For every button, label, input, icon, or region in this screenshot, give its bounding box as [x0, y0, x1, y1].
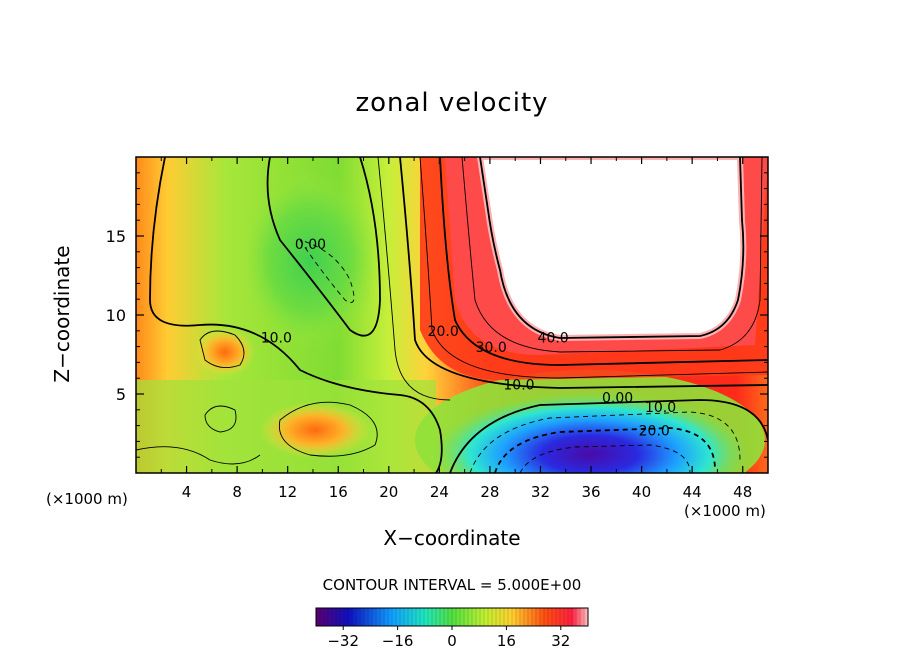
y-tick-label: 5 [116, 385, 126, 404]
contour-value-label: 10.0 [261, 330, 292, 346]
contour-lines [136, 157, 768, 473]
colorbar-tick-label: −16 [382, 632, 414, 650]
y-axis: 5 10 15 [106, 172, 768, 458]
x-tick-label: 36 [581, 483, 600, 501]
x-unit-label-right: (×1000 m) [684, 502, 766, 520]
colorbar-tick-label: 0 [447, 632, 457, 650]
contour-interval-label: CONTOUR INTERVAL = 5.000E+00 [322, 576, 582, 594]
colorbar-tick-label: 32 [551, 632, 570, 650]
x-axis-label: X−coordinate [383, 526, 521, 550]
x-tick-label: 8 [232, 483, 242, 501]
x-tick-label: 44 [683, 483, 702, 501]
contour-value-label: 10.0 [645, 400, 676, 416]
x-tick-label: 4 [182, 483, 192, 501]
x-tick-label: 12 [278, 483, 297, 501]
x-axis: 4 8 12 16 20 24 28 32 36 40 44 48 [160, 157, 752, 501]
contour-value-label: 10.0 [503, 378, 534, 394]
contour-value-label: 0.00 [602, 390, 633, 406]
colorbar-tick-label: 16 [497, 632, 516, 650]
x-tick-label: 24 [430, 483, 449, 501]
x-tick-label: 40 [632, 483, 651, 501]
x-unit-label-left: (×1000 m) [46, 490, 128, 508]
masked-region [476, 157, 747, 342]
contour-value-label: 20.0 [639, 424, 670, 440]
contour-value-label: 0.00 [295, 237, 326, 253]
y-tick-label: 15 [106, 227, 126, 246]
chart-title: zonal velocity [355, 88, 549, 118]
contour-value-label: 40.0 [538, 330, 569, 346]
x-tick-label: 48 [733, 483, 752, 501]
x-tick-label: 32 [531, 483, 550, 501]
y-axis-label: Z−coordinate [50, 245, 74, 383]
colorbar-tick-label: −32 [327, 632, 359, 650]
colorbar-stripes [319, 608, 585, 626]
contour-value-label: 20.0 [428, 324, 459, 340]
x-tick-label: 16 [329, 483, 348, 501]
contour-value-label: 30.0 [476, 340, 507, 356]
x-tick-label: 20 [379, 483, 398, 501]
colorbar-ticks: −32 −16 0 16 32 [327, 626, 570, 650]
contour-labels: 0.00 10.0 20.0 30.0 40.0 10.0 0.00 10.0 20.0 [261, 237, 676, 440]
x-tick-label: 28 [480, 483, 499, 501]
y-tick-label: 10 [106, 306, 126, 325]
